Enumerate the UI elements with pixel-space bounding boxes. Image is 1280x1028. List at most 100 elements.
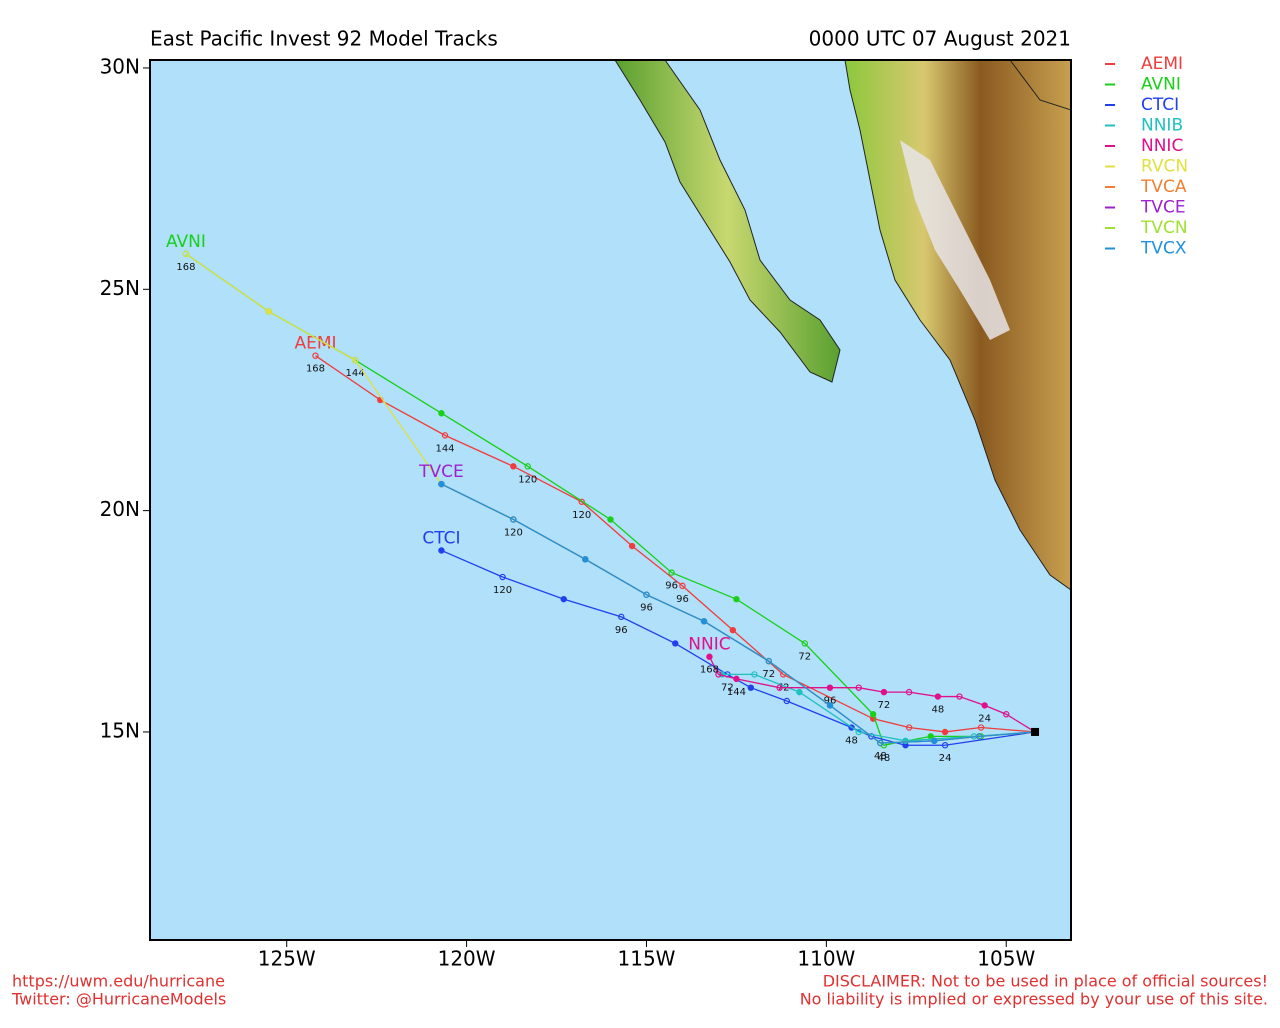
hour-label: 96 [665,581,678,592]
track-point [607,516,614,523]
track-point [776,684,783,691]
track-point [855,728,862,736]
track-point [1003,711,1010,718]
track-point [977,724,985,731]
hour-label: 72 [721,682,734,693]
track-point [438,547,445,554]
tracks: 72 96 120 144 168 AEMI 48 72 96 120 144 168 AVNI 24 48… [166,232,1040,764]
track-point [499,573,506,581]
track-point [672,640,679,647]
track-point [578,498,585,505]
track-point [510,516,517,523]
hour-label: 144 [346,368,365,379]
model-label: NNIC [688,635,730,655]
track-point [510,463,517,470]
track-point [934,693,942,700]
footer: https://uwm.edu/hurricane [12,972,225,991]
storm-start [1031,727,1040,736]
track-point [643,591,650,598]
track-point [956,693,963,700]
hour-label: 144 [435,443,454,454]
track-point [438,480,445,488]
hour-label: 168 [176,262,195,273]
track-point [877,739,884,747]
track-point [700,618,708,625]
hour-label: 120 [493,585,512,596]
y-tick-label: 25N [100,276,140,300]
track-point [855,684,862,691]
track-point [441,432,449,439]
track-line [441,483,1036,744]
hour-label: 48 [845,736,858,747]
track-point [618,613,625,621]
track-line [185,253,1036,746]
hour-label: 144 [727,687,746,698]
track-point [905,688,913,696]
track-line [315,355,1036,733]
legend-label: CTCI [1141,95,1179,115]
track-point [438,410,445,417]
legend-label: TVCX [1140,239,1187,259]
chart-title: East Pacific Invest 92 Model Tracks [150,27,498,51]
hour-label: 24 [978,713,991,724]
hour-label: 96 [640,603,653,614]
track-point [931,737,938,745]
track-point [783,697,790,705]
y-tick-label: 30N [100,54,140,78]
track-point [941,728,949,736]
hour-label: 96 [824,696,837,707]
hour-label: 72 [762,669,775,680]
hour-label: 120 [572,510,591,521]
subtitle: 0000 UTC 07 August 2021 [809,27,1071,51]
track-point [628,542,636,550]
legend-label: TVCN [1140,218,1188,238]
frame [149,59,1072,941]
track-point [869,711,877,718]
y-tick-label: 20N [100,497,140,521]
x-tick-label: 125W [258,947,316,971]
legend-label: NNIB [1141,116,1183,136]
hour-label: 168 [306,364,325,375]
land [614,60,1071,591]
hour-label: 24 [939,753,952,764]
footer: No liability is implied or expressed by … [800,990,1268,1009]
hour-label: 120 [518,474,537,485]
y-tick-label: 15N [100,718,140,742]
model-label: AVNI [166,232,206,252]
track-point [679,582,686,590]
track-point [981,702,988,709]
hour-label: 120 [504,527,523,538]
hour-label: 96 [676,594,689,605]
legend-label: RVCN [1141,157,1188,177]
legend-label: AEMI [1141,54,1183,74]
legend-label: NNIC [1141,136,1183,156]
footer: DISCLAIMER: Not to be used in place of o… [823,972,1268,991]
track-point [582,556,589,563]
track-point [941,742,949,749]
hour-label: 48 [932,705,945,716]
track-point [765,657,772,665]
track-point [733,595,740,603]
x-tick-label: 115W [618,947,676,971]
track-point [729,626,737,634]
track-point [351,356,359,364]
model-label: CTCI [422,528,460,548]
track-point [880,688,888,696]
hour-label: 168 [700,665,719,676]
track-point [905,724,913,731]
track-point [751,671,758,678]
hour-label: 72 [878,700,891,711]
model-label: AEMI [294,334,336,354]
hour-label: 48 [878,753,891,764]
x-tick-label: 105W [977,947,1035,971]
model-label: TVCE [418,462,464,482]
track-point [706,653,713,660]
hour-label: 96 [615,625,628,636]
track-point [560,595,567,603]
track-point [524,463,531,470]
track-point [182,250,190,258]
legend-label: TVCE [1140,198,1186,218]
hour-label: 48 [874,751,887,762]
legend-label: TVCA [1140,177,1187,197]
